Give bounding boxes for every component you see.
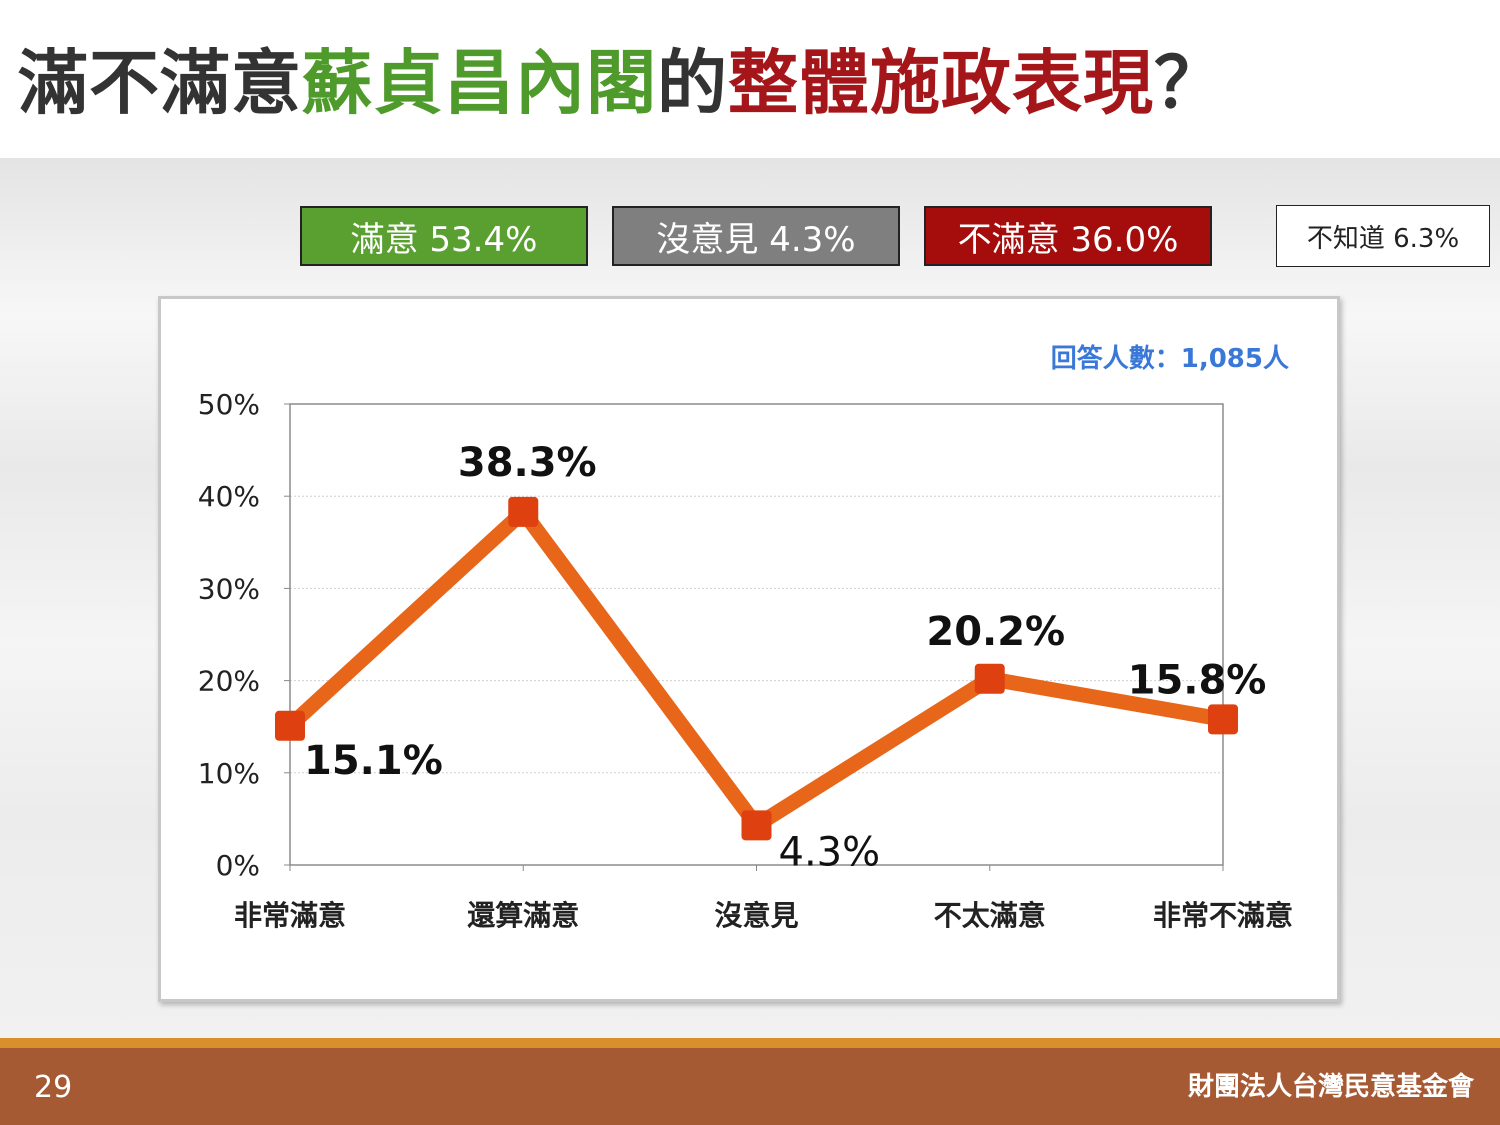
organization-name: 財團法人台灣民意基金會 <box>1187 1072 1474 1102</box>
data-label: 15.8% <box>1128 657 1267 703</box>
x-category-label: 非常不滿意 <box>1153 899 1293 932</box>
data-label: 4.3% <box>779 829 881 875</box>
data-label: 15.1% <box>304 738 443 784</box>
y-tick-label: 20% <box>198 665 260 698</box>
x-category-label: 還算滿意 <box>467 899 579 932</box>
y-tick-label: 50% <box>198 388 260 421</box>
data-point-marker <box>508 496 539 527</box>
x-category-label: 非常滿意 <box>234 899 346 932</box>
title-part-of: 的 <box>657 42 728 124</box>
title-part-question-mark: ？ <box>1154 42 1225 124</box>
data-point-marker <box>974 663 1005 694</box>
summary-satisfied-box: 滿意 53.4% <box>300 206 588 266</box>
footer-bar: 29 財團法人台灣民意基金會 <box>0 1048 1500 1125</box>
chart-frame: 0% 10% 20% 30% 40% 50% 非常滿意 還算滿意 沒意見 不太滿意 非常不滿意 15.… <box>158 296 1340 1002</box>
respondents-count: 回答人數：1,085人 <box>1051 343 1289 374</box>
summary-unknown-box: 不知道 6.3% <box>1276 205 1490 267</box>
title-part-satisfaction: 滿不滿意 <box>18 42 302 124</box>
y-tick-label: 40% <box>198 480 260 513</box>
page-number: 29 <box>34 1070 73 1105</box>
x-category-label: 不太滿意 <box>934 899 1046 932</box>
title-part-cabinet: 蘇貞昌內閣 <box>302 42 657 124</box>
data-point-marker <box>1208 704 1238 735</box>
page-title: 滿不滿意蘇貞昌內閣的整體施政表現？ <box>18 38 1225 128</box>
x-category-label: 沒意見 <box>714 899 798 932</box>
y-tick-label: 0% <box>216 849 260 882</box>
data-label: 38.3% <box>458 440 597 486</box>
y-tick-label: 10% <box>198 757 260 790</box>
title-part-performance: 整體施政表現 <box>728 42 1154 124</box>
y-tick-label: 30% <box>198 572 260 605</box>
line-chart: 0% 10% 20% 30% 40% 50% 非常滿意 還算滿意 沒意見 不太滿意 非常不滿意 15.… <box>198 343 1293 932</box>
data-label: 20.2% <box>926 609 1065 655</box>
plot-area-border <box>289 403 1224 866</box>
data-point-marker <box>275 710 305 741</box>
summary-no-opinion-box: 沒意見 4.3% <box>612 206 900 266</box>
summary-dissatisfied-box: 不滿意 36.0% <box>924 206 1212 266</box>
data-point-marker <box>741 810 772 841</box>
footer-accent-line <box>0 1038 1500 1048</box>
